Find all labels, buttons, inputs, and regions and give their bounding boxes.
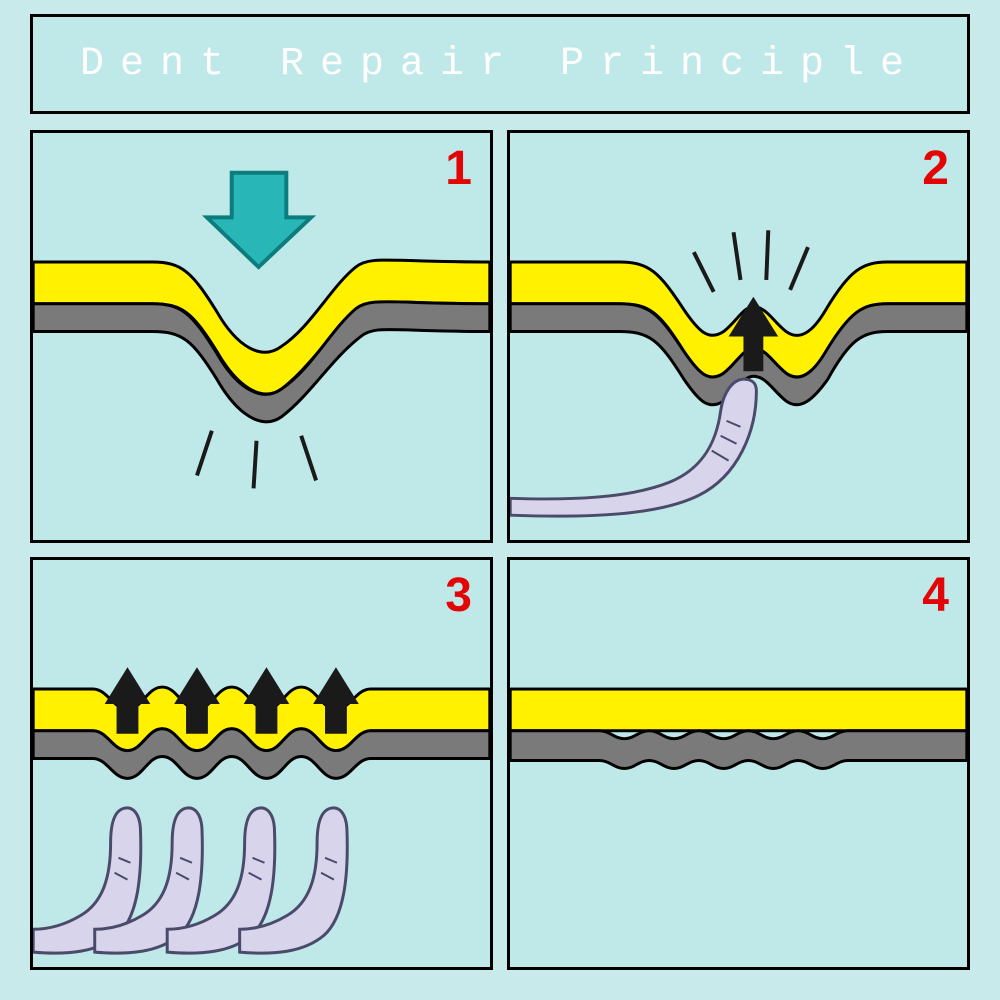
impact-ticks-1 bbox=[197, 431, 316, 489]
panel-number-3: 3 bbox=[445, 568, 472, 623]
panel-number-1: 1 bbox=[445, 141, 472, 196]
down-arrow-icon bbox=[207, 173, 311, 267]
panel-grid: 1 bbox=[30, 130, 970, 970]
title-bar: Dent Repair Principle bbox=[30, 14, 970, 114]
panel-3: 3 bbox=[30, 557, 493, 970]
panel-2: 2 bbox=[507, 130, 970, 543]
title-text: Dent Repair Principle bbox=[80, 42, 920, 87]
burst-ticks-2 bbox=[694, 230, 808, 292]
yellow-layer-4 bbox=[510, 689, 967, 731]
panel-2-svg bbox=[510, 133, 967, 540]
panel-1-svg bbox=[33, 133, 490, 540]
panel-1: 1 bbox=[30, 130, 493, 543]
panel-number-2: 2 bbox=[922, 141, 949, 196]
diagram-container: Dent Repair Principle 1 bbox=[0, 0, 1000, 1000]
panel-4-svg bbox=[510, 560, 967, 967]
panel-3-svg bbox=[33, 560, 490, 967]
panel-4: 4 bbox=[507, 557, 970, 970]
grey-layer-4 bbox=[510, 731, 967, 769]
tools-3 bbox=[33, 808, 347, 953]
panel-number-4: 4 bbox=[922, 568, 949, 623]
